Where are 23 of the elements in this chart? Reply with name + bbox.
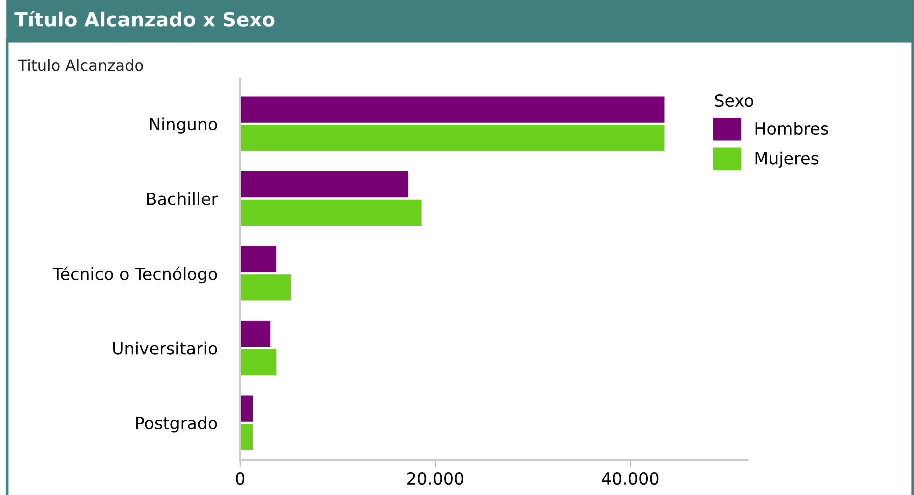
- bar: [240, 320, 271, 348]
- bar: [240, 424, 254, 450]
- bar: [240, 125, 665, 152]
- chart-title: Título Alcanzado x Sexo: [14, 11, 275, 27]
- y-tick-label: Bachiller: [147, 192, 218, 206]
- bar: [240, 274, 292, 301]
- y-tick-label: Postgrado: [136, 416, 218, 433]
- y-tick-label: Universitario: [114, 342, 218, 355]
- bar: [240, 246, 276, 272]
- legend-label: Mujeres: [756, 152, 819, 168]
- bar: [240, 96, 665, 123]
- bar: [240, 349, 276, 376]
- x-tick-label: 40.000: [602, 472, 659, 486]
- bar: [240, 200, 422, 226]
- x-tick-label: 0: [236, 472, 245, 486]
- x-tick-label: 20.000: [408, 472, 464, 486]
- y-axis-title: Titulo Alcanzado: [18, 59, 144, 72]
- bar: [240, 396, 254, 422]
- y-tick-label: Técnico o Tecnólogo: [52, 266, 218, 284]
- legend-title: Sexo: [715, 94, 754, 108]
- bar: [240, 172, 408, 198]
- y-tick-label: Ninguno: [150, 118, 218, 134]
- legend-label: Hombres: [756, 122, 828, 136]
